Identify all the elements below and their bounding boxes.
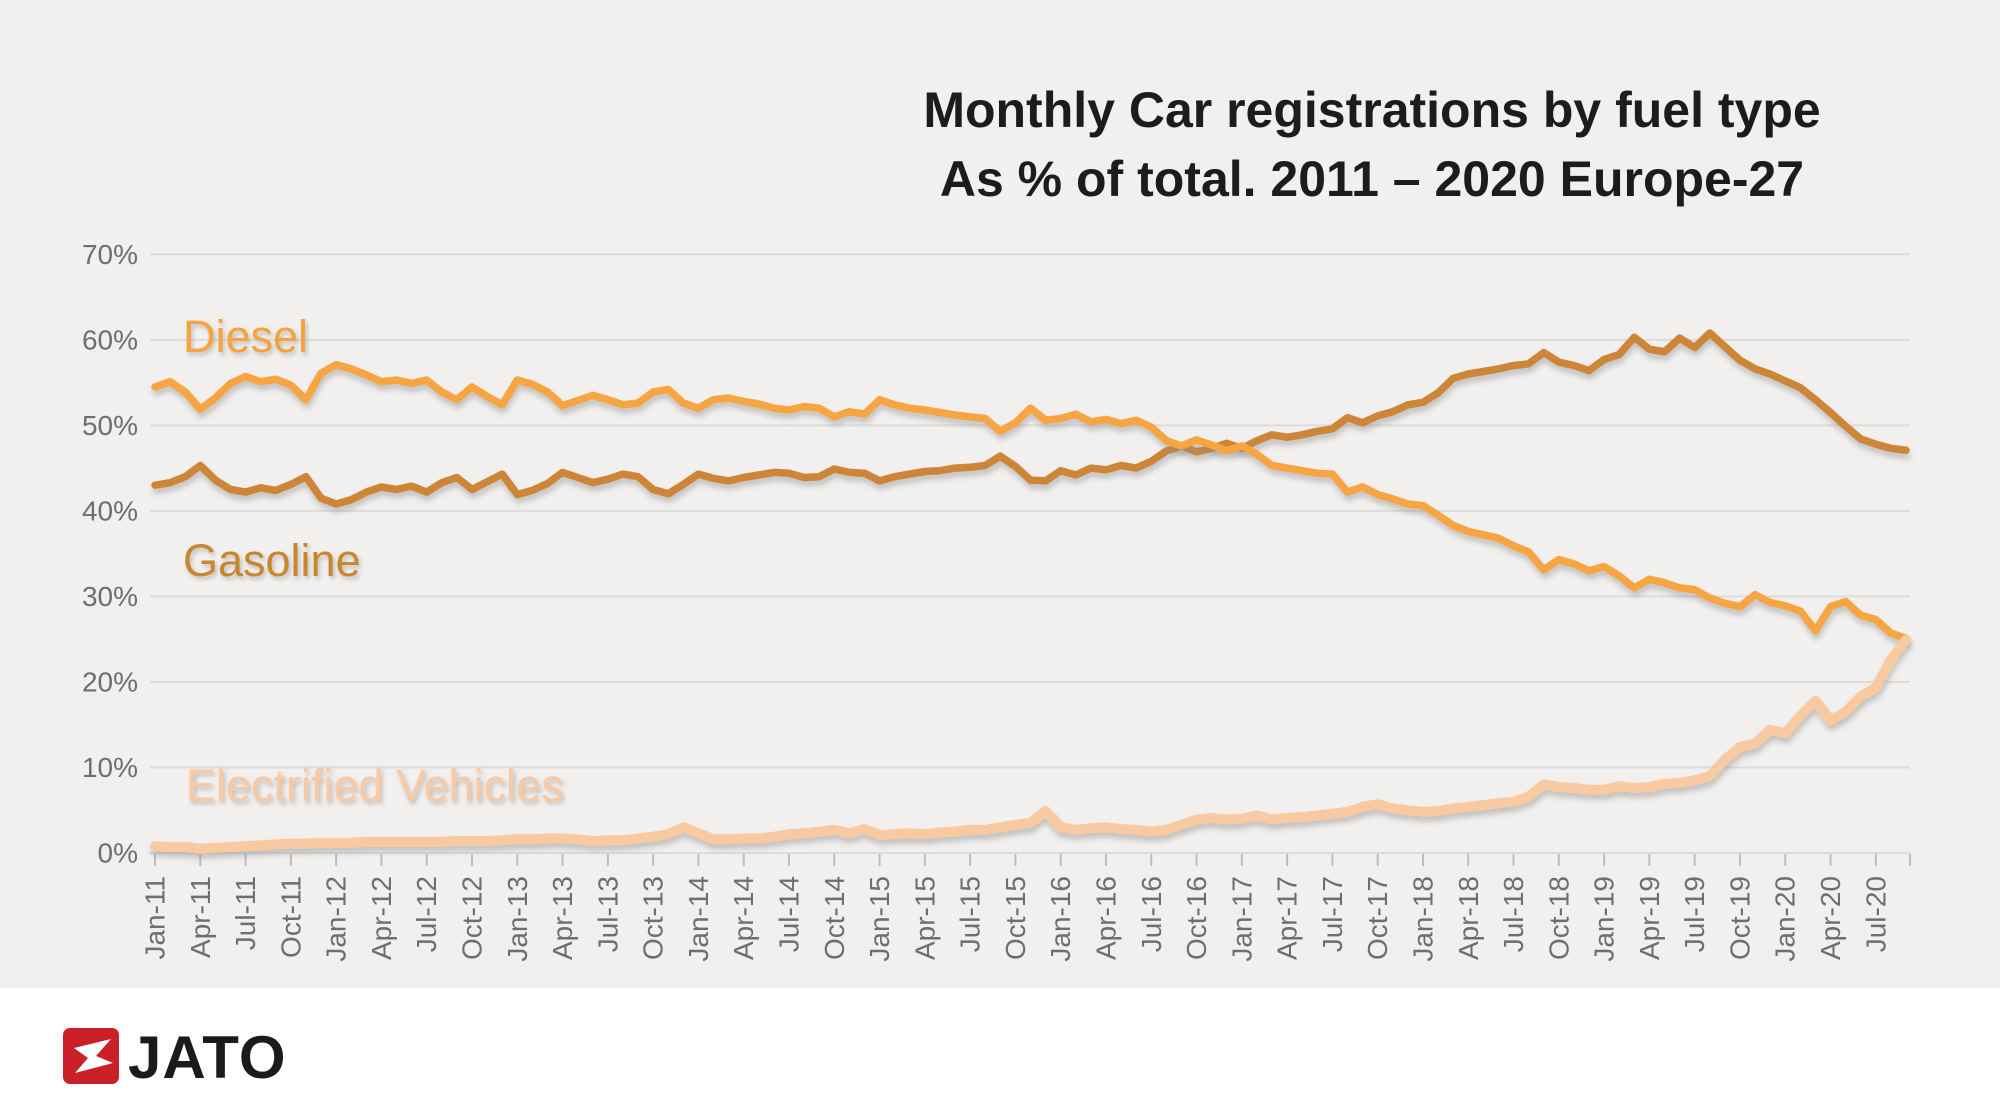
y-tick-label: 0%: [98, 838, 138, 869]
electrified-vehicles-line: [150, 635, 1911, 854]
series-lines: [150, 329, 1911, 854]
x-tick-label: Jul-17: [1317, 876, 1348, 952]
x-tick-label: Jul-16: [1136, 876, 1167, 952]
x-tick-label: Oct-15: [1000, 876, 1031, 960]
x-tick-label: Oct-17: [1362, 876, 1393, 960]
series-label-gasoline: Gasoline: [183, 535, 361, 586]
x-tick-label: Oct-13: [638, 876, 669, 960]
x-tick-label: Jul-13: [592, 876, 623, 952]
x-tick-label: Jul-15: [955, 876, 986, 952]
x-tick-label: Apr-20: [1815, 876, 1846, 960]
x-tick-label: Jan-11: [140, 876, 171, 960]
gasoline-line: [151, 329, 1910, 508]
x-tick-label: Jan-15: [864, 876, 895, 962]
x-tick-label: Apr-17: [1272, 876, 1303, 960]
x-tick-label: Oct-16: [1181, 876, 1212, 960]
x-tick-label: Oct-12: [456, 876, 487, 960]
x-tick-label: Apr-16: [1090, 876, 1121, 960]
chart-title-line2: As % of total. 2011 – 2020 Europe-27: [940, 151, 1804, 207]
x-tick-label: Jul-19: [1679, 876, 1710, 952]
y-tick-label: 30%: [82, 581, 138, 612]
x-tick-label: Jul-20: [1860, 876, 1891, 952]
x-tick-label: Oct-14: [819, 876, 850, 960]
x-tick-label: Apr-11: [185, 876, 216, 958]
x-tick-label: Apr-12: [366, 876, 397, 960]
x-tick-label: Jul-14: [773, 876, 804, 952]
chart-title-line1: Monthly Car registrations by fuel type: [923, 82, 1820, 138]
x-tick-label: Apr-13: [547, 876, 578, 960]
x-tick-label: Jan-13: [502, 876, 533, 962]
x-tick-label: Jan-20: [1770, 876, 1801, 962]
x-tick-label: Jan-14: [683, 876, 714, 962]
y-tick-label: 10%: [82, 752, 138, 783]
x-axis-ticks: [154, 854, 1911, 866]
x-tick-label: Jan-18: [1407, 876, 1438, 962]
x-tick-label: Jul-11: [230, 876, 261, 950]
y-tick-label: 50%: [82, 410, 138, 441]
x-tick-label: Apr-19: [1634, 876, 1665, 960]
footer-strip: [0, 988, 2000, 1119]
jato-logo: JATO: [63, 1024, 286, 1091]
jato-logo-text: JATO: [128, 1024, 286, 1091]
y-axis-labels: 0% 10% 20% 30% 40% 50% 60% 70%: [82, 239, 138, 869]
series-label-diesel: Diesel: [183, 311, 308, 362]
x-tick-label: Apr-14: [728, 876, 759, 960]
x-tick-label: Jan-19: [1589, 876, 1620, 962]
y-tick-label: 70%: [82, 239, 138, 270]
y-tick-label: 20%: [82, 666, 138, 697]
gridlines: [150, 253, 1910, 854]
x-tick-label: Jul-18: [1498, 876, 1529, 952]
x-tick-label: Apr-15: [909, 876, 940, 960]
x-tick-label: Jan-16: [1045, 876, 1076, 962]
x-tick-label: Jan-17: [1226, 876, 1257, 962]
x-axis-labels: Jan-11 Apr-11 Jul-11 Oct-11 Jan-12 Apr-12 Jul-…: [140, 876, 1892, 962]
y-tick-label: 60%: [82, 324, 138, 355]
series-label-electrified: Electrified Vehicles: [186, 760, 564, 811]
x-tick-label: Jan-12: [321, 876, 352, 962]
y-tick-label: 40%: [82, 495, 138, 526]
x-tick-label: Oct-19: [1724, 876, 1755, 960]
jato-arrow-icon: [74, 1039, 113, 1073]
x-tick-label: Apr-18: [1453, 876, 1484, 960]
x-tick-label: Oct-11: [275, 876, 306, 958]
diesel-line: [151, 360, 1910, 643]
x-tick-label: Oct-18: [1543, 876, 1574, 960]
x-tick-label: Jul-12: [411, 876, 442, 952]
